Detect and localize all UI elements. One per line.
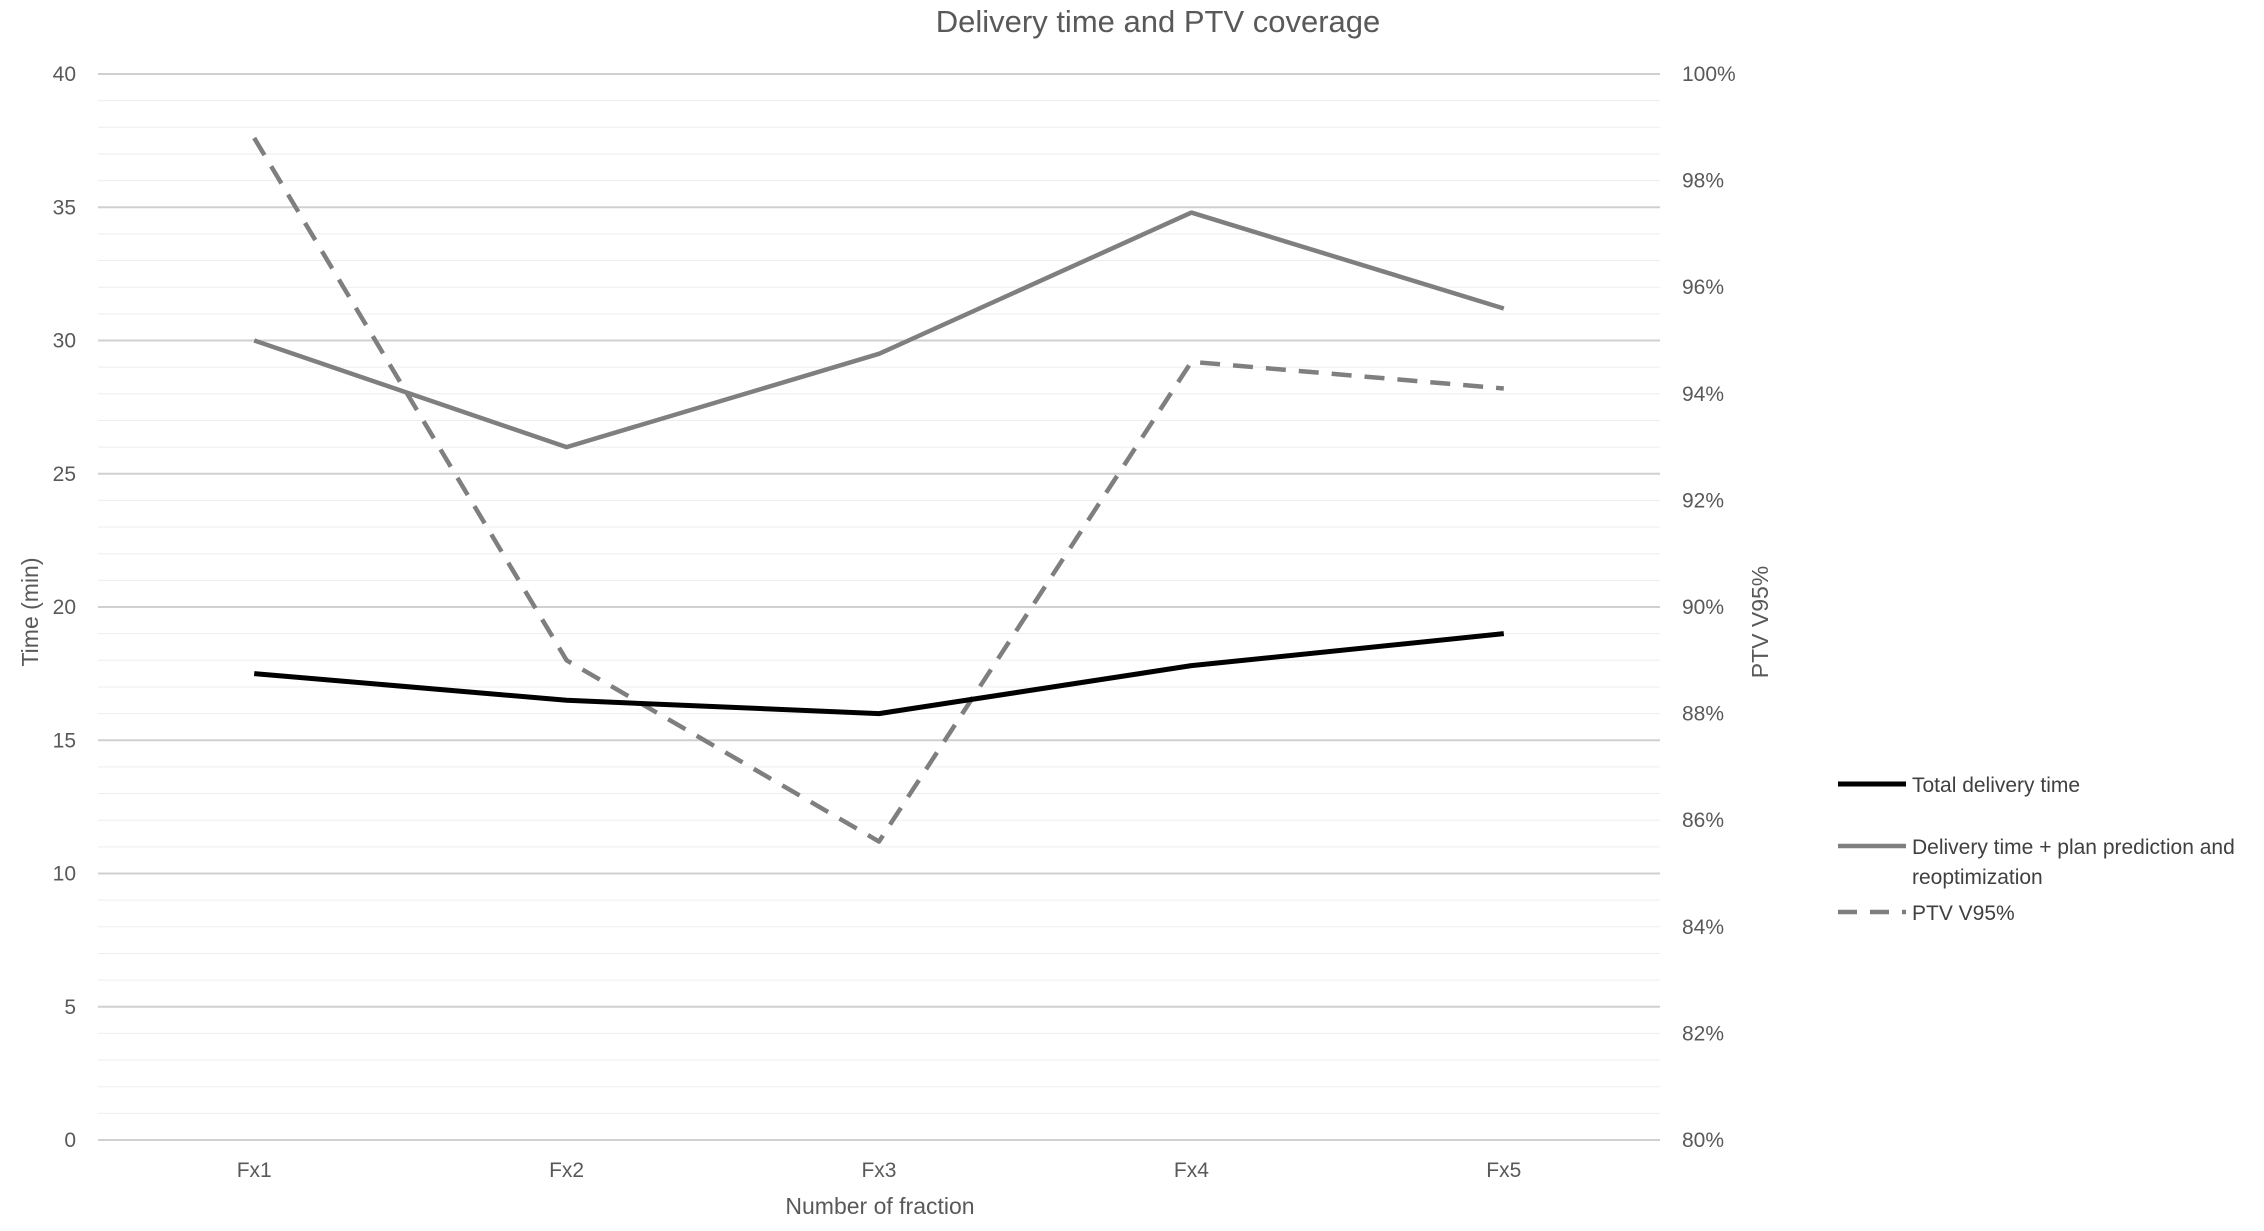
y-tick-label: 10 — [53, 863, 76, 886]
x-axis-ticks: Fx1 Fx2 Fx3 Fx4 Fx5 — [237, 1159, 1522, 1182]
legend: Total delivery time Delivery time + plan … — [1838, 774, 2235, 925]
series-line-0 — [253, 631, 1505, 717]
x-tick-label: Fx5 — [1486, 1159, 1521, 1182]
y-tick-label: 20 — [53, 596, 76, 619]
legend-label: Total delivery time — [1912, 774, 2080, 797]
y-tick-label: 15 — [53, 729, 76, 752]
legend-label: reoptimization — [1912, 866, 2043, 889]
y2-tick-label: 94% — [1682, 383, 1724, 406]
y-tick-label: 35 — [53, 196, 76, 219]
y2-tick-label: 92% — [1682, 489, 1724, 512]
series-line-2 — [252, 136, 1504, 844]
y-tick-label: 40 — [53, 63, 76, 86]
y2-tick-label: 90% — [1682, 596, 1724, 619]
y2-tick-label: 98% — [1682, 170, 1724, 193]
x-axis-title: Number of fraction — [785, 1193, 974, 1219]
y-tick-label: 0 — [64, 1129, 76, 1152]
right-axis-ticks: 80% 82% 84% 86% 88% 90% 92% 94% 96% 98% 100% — [1682, 63, 1736, 1152]
x-tick-label: Fx2 — [549, 1159, 584, 1182]
left-axis-ticks: 0 5 10 15 20 25 30 35 40 — [53, 63, 76, 1152]
y-tick-label: 25 — [53, 463, 76, 486]
chart-title: Delivery time and PTV coverage — [936, 4, 1381, 39]
y2-tick-label: 88% — [1682, 703, 1724, 726]
y2-tick-label: 86% — [1682, 809, 1724, 832]
y-tick-label: 30 — [53, 330, 76, 353]
legend-label: Delivery time + plan prediction and — [1912, 836, 2235, 859]
y2-tick-label: 80% — [1682, 1129, 1724, 1152]
y-tick-label: 5 — [64, 996, 76, 1019]
x-tick-label: Fx4 — [1174, 1159, 1209, 1182]
series-lines — [252, 136, 1505, 844]
x-tick-label: Fx1 — [237, 1159, 272, 1182]
x-tick-label: Fx3 — [861, 1159, 896, 1182]
y2-tick-label: 96% — [1682, 276, 1724, 299]
y-axis-title: Time (min) — [17, 557, 43, 666]
series-line-1 — [253, 210, 1505, 450]
gridlines — [98, 73, 1660, 1141]
legend-label: PTV V95% — [1912, 902, 2015, 925]
y2-tick-label: 84% — [1682, 916, 1724, 939]
y2-axis-title: PTV V95% — [1747, 566, 1773, 679]
y2-tick-label: 82% — [1682, 1022, 1724, 1045]
y2-tick-label: 100% — [1682, 63, 1736, 86]
